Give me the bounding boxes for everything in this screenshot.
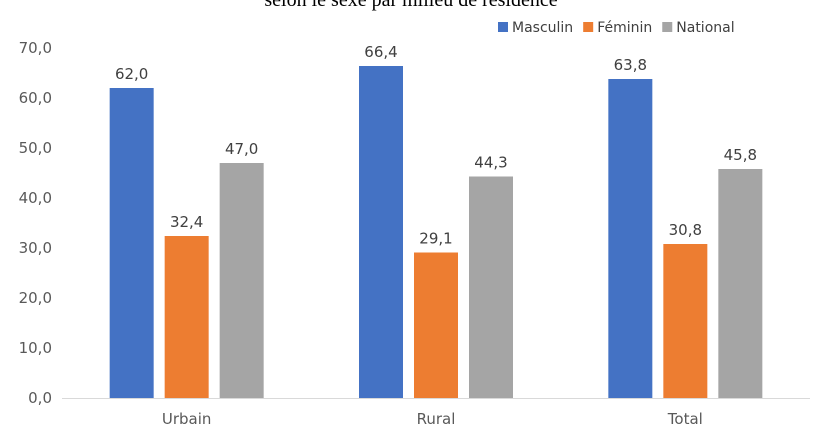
bar-masculin-rural [359, 66, 403, 398]
x-axis: Urbain Rural Total [62, 398, 810, 427]
bar-national-total [718, 169, 763, 398]
bar-féminin-total [663, 244, 708, 398]
legend-label: National [676, 20, 734, 36]
bar-national-urbain [219, 163, 264, 398]
y-axis: 0,0 10,0 20,0 30,0 40,0 50,0 60,0 70,0 [19, 39, 52, 407]
category-label: Rural [417, 410, 456, 427]
bar-national-rural [469, 176, 513, 398]
bar-masculin-total [608, 79, 653, 398]
data-label: 66,4 [364, 43, 397, 61]
bars-group [109, 66, 763, 398]
data-label: 45,8 [724, 146, 757, 164]
data-label: 62,0 [115, 65, 148, 83]
data-label: 32,4 [170, 213, 203, 231]
y-tick-label: 0,0 [28, 389, 52, 407]
category-label: Urbain [162, 410, 212, 427]
chart-title: selon le sexe par milieu de résidence [264, 0, 557, 11]
bar-masculin-urbain [109, 88, 154, 398]
y-tick-label: 70,0 [19, 39, 52, 57]
bar-féminin-urbain [164, 236, 209, 398]
y-tick-label: 10,0 [19, 339, 52, 357]
legend-label: Féminin [597, 20, 652, 36]
y-tick-label: 40,0 [19, 189, 52, 207]
data-label: 29,1 [419, 230, 452, 248]
data-label: 30,8 [669, 221, 702, 239]
legend: Masculin Féminin National [498, 20, 735, 36]
legend-label: Masculin [512, 20, 573, 36]
y-tick-label: 60,0 [19, 89, 52, 107]
data-label: 63,8 [614, 56, 647, 74]
data-label: 47,0 [225, 140, 258, 158]
legend-swatch-national [662, 22, 673, 32]
y-tick-label: 50,0 [19, 139, 52, 157]
y-tick-label: 20,0 [19, 289, 52, 307]
data-label: 44,3 [474, 154, 507, 172]
legend-swatch-féminin [583, 22, 594, 32]
y-tick-label: 30,0 [19, 239, 52, 257]
bar-féminin-rural [414, 252, 458, 398]
category-label: Total [667, 410, 703, 427]
legend-swatch-masculin [498, 22, 508, 32]
data-labels-group: 62,0 32,4 47,0 66,4 29,1 44,3 63,8 30,8 45,8 [115, 43, 757, 248]
